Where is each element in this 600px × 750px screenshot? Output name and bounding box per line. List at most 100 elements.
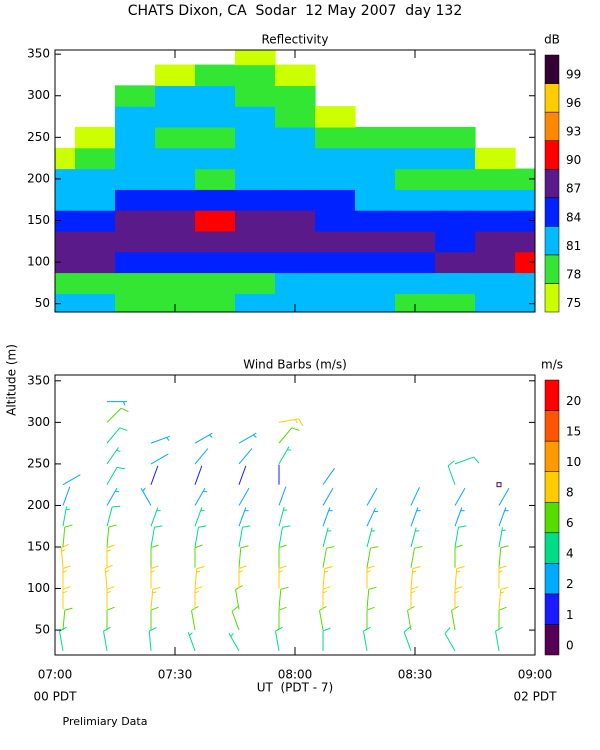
wind-barb	[187, 631, 196, 652]
barb-flag	[152, 586, 161, 590]
wind-barb	[366, 546, 379, 568]
barb-flag	[473, 456, 480, 464]
wind-barb	[238, 545, 249, 568]
contour-cell	[435, 189, 476, 211]
colorbar-label: 99	[566, 67, 581, 81]
wind-barb	[191, 605, 199, 631]
wind-barb	[62, 506, 70, 527]
colorbar-label: 10	[566, 455, 581, 469]
wind-barb	[59, 626, 67, 651]
colorbar-box	[544, 283, 560, 313]
barb-half-flag	[150, 570, 155, 573]
contour-cell	[315, 147, 356, 170]
contour-cell	[55, 230, 76, 253]
wind-barb	[194, 544, 203, 568]
barb-flag	[62, 565, 71, 570]
wind-barb	[496, 482, 502, 488]
contour-cell	[155, 106, 196, 128]
barb-staff	[498, 487, 510, 506]
y-tick-label: 200	[27, 171, 50, 185]
contour-cell	[115, 189, 156, 211]
wind-barb	[194, 525, 207, 548]
contour-cell	[395, 251, 436, 274]
colorbar-box	[544, 410, 560, 442]
wind-barb	[194, 566, 205, 589]
contour-cell	[235, 147, 276, 170]
barb-half-flag	[230, 633, 234, 637]
barb-half-flag	[65, 508, 70, 511]
contour-cell	[275, 251, 316, 274]
wind-barb	[150, 606, 159, 631]
contour-cell	[275, 64, 316, 86]
figure-title: CHATS Dixon, CA Sodar 12 May 2007 day 13…	[128, 3, 462, 19]
contour-cell	[395, 210, 436, 232]
barb-flag	[412, 566, 421, 570]
contour-cell	[475, 272, 516, 294]
wind-barb	[410, 507, 421, 527]
barb-flag	[324, 566, 333, 570]
calm-mark	[496, 482, 502, 488]
barb-flag	[454, 586, 463, 590]
contour-cell	[235, 168, 276, 190]
barb-half-flag	[324, 570, 329, 573]
colorbar-box	[544, 168, 560, 199]
colorbar-label: 15	[566, 424, 581, 438]
barb-staff	[150, 453, 169, 465]
contour-cell	[75, 189, 116, 211]
barb-staff	[106, 506, 113, 527]
barb-flag	[149, 627, 157, 632]
barb-flag	[282, 525, 291, 528]
contour-cell	[395, 272, 436, 294]
barb-staff	[238, 448, 253, 465]
wind-barb	[322, 487, 334, 506]
wind-barb	[407, 605, 415, 631]
contour-cell	[155, 168, 196, 190]
wind-barb	[62, 607, 73, 631]
panel-title: Reflectivity	[261, 33, 328, 47]
barb-half-flag	[208, 434, 213, 438]
barb-staff	[194, 448, 209, 465]
barb-flag	[231, 605, 239, 612]
wind-barb	[498, 545, 509, 568]
wind-barb	[150, 586, 161, 610]
wind-barb	[498, 527, 506, 548]
contour-cell	[155, 210, 196, 232]
wind-barb	[322, 566, 333, 589]
wind-barb	[106, 505, 121, 527]
wind-barb	[319, 605, 327, 631]
y-tick-label: 300	[27, 88, 50, 102]
wind-barb	[238, 465, 247, 485]
barb-staff	[148, 630, 152, 651]
wind-barb	[150, 465, 159, 485]
barb-staff	[444, 633, 456, 652]
barb-staff	[322, 547, 327, 568]
contour-cell	[235, 251, 276, 274]
barb-half-flag	[61, 549, 66, 552]
barb-staff	[59, 631, 64, 651]
wind-barb	[238, 448, 253, 465]
barb-staff	[106, 427, 121, 444]
wind-barb	[498, 606, 507, 631]
y-tick-label: 200	[27, 498, 50, 512]
wind-barb	[194, 432, 213, 444]
wind-barb	[238, 565, 247, 589]
contour-cell	[395, 126, 436, 149]
x-tick-label: 08:30	[398, 668, 433, 682]
colorbar-box	[544, 226, 560, 256]
barb-flag	[108, 524, 117, 528]
barb-staff	[407, 610, 412, 631]
barb-flag	[238, 565, 247, 570]
contour-cell	[435, 251, 476, 274]
wind-barb	[60, 544, 69, 568]
barb-half-flag	[152, 591, 157, 594]
contour-cell	[275, 272, 316, 294]
wind-barb	[322, 468, 335, 485]
wind-barb	[322, 586, 331, 610]
contour-cell	[355, 251, 396, 274]
contour-cell	[155, 293, 196, 312]
barb-flag	[500, 545, 509, 549]
contour-cell	[115, 147, 156, 170]
wind-barb	[150, 453, 169, 465]
x-tick-label: 07:00	[38, 668, 73, 682]
wind-barb	[106, 447, 121, 465]
